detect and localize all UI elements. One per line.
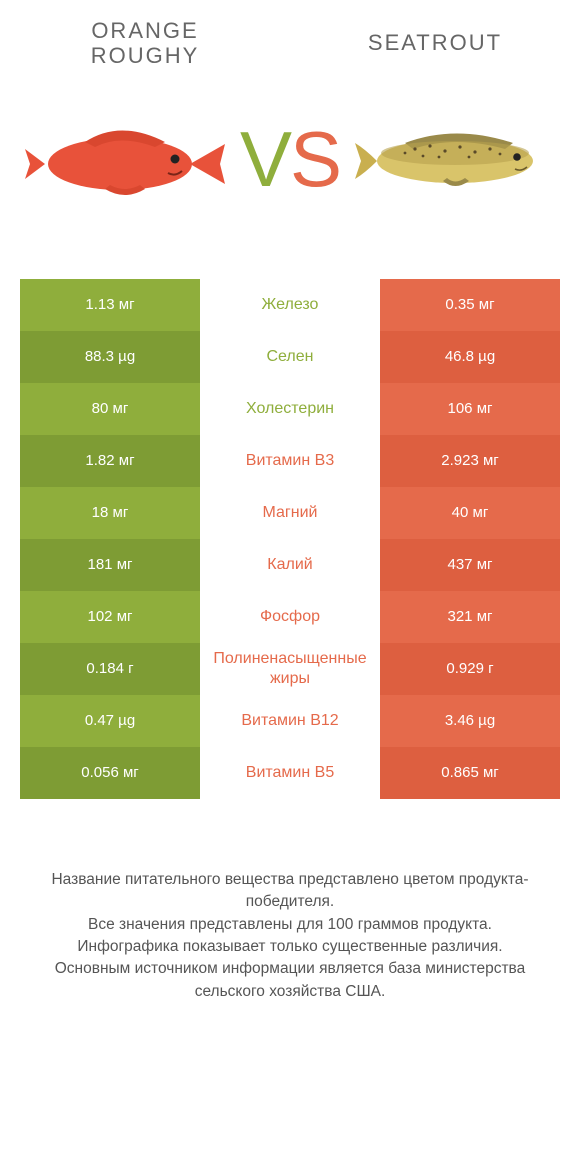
right-value: 2.923 мг bbox=[380, 435, 560, 487]
nutrient-name: Селен bbox=[200, 331, 380, 383]
left-value: 0.056 мг bbox=[20, 747, 200, 799]
footer-line-2: Все значения представлены для 100 граммо… bbox=[20, 914, 560, 936]
right-value: 40 мг bbox=[380, 487, 560, 539]
nutrient-name: Витамин B5 bbox=[200, 747, 380, 799]
left-value: 80 мг bbox=[20, 383, 200, 435]
right-value: 321 мг bbox=[380, 591, 560, 643]
table-row: 102 мгФосфор321 мг bbox=[20, 591, 560, 643]
left-value: 0.184 г bbox=[20, 643, 200, 695]
right-value: 437 мг bbox=[380, 539, 560, 591]
left-value: 88.3 µg bbox=[20, 331, 200, 383]
vs-s: S bbox=[290, 115, 340, 203]
left-value: 102 мг bbox=[20, 591, 200, 643]
left-value: 0.47 µg bbox=[20, 695, 200, 747]
nutrient-name: Витамин B12 bbox=[200, 695, 380, 747]
left-value: 1.13 мг bbox=[20, 279, 200, 331]
header: ORANGE ROUGHY SEATROUT bbox=[0, 0, 580, 69]
footer-notes: Название питательного вещества представл… bbox=[20, 869, 560, 1004]
table-row: 0.47 µgВитамин B123.46 µg bbox=[20, 695, 560, 747]
images-row: VS bbox=[0, 69, 580, 249]
fish-left-image bbox=[20, 99, 230, 219]
nutrient-name: Железо bbox=[200, 279, 380, 331]
right-value: 0.35 мг bbox=[380, 279, 560, 331]
right-value: 46.8 µg bbox=[380, 331, 560, 383]
right-value: 0.929 г bbox=[380, 643, 560, 695]
nutrient-name: Холестерин bbox=[200, 383, 380, 435]
comparison-table: 1.13 мгЖелезо0.35 мг88.3 µgСелен46.8 µg8… bbox=[20, 279, 560, 799]
table-row: 88.3 µgСелен46.8 µg bbox=[20, 331, 560, 383]
table-row: 0.184 гПолиненасыщенные жиры0.929 г bbox=[20, 643, 560, 695]
left-value: 181 мг bbox=[20, 539, 200, 591]
footer-line-1: Название питательного вещества представл… bbox=[20, 869, 560, 914]
nutrient-name: Магний bbox=[200, 487, 380, 539]
nutrient-name: Фосфор bbox=[200, 591, 380, 643]
table-row: 18 мгМагний40 мг bbox=[20, 487, 560, 539]
table-row: 80 мгХолестерин106 мг bbox=[20, 383, 560, 435]
left-value: 18 мг bbox=[20, 487, 200, 539]
left-value: 1.82 мг bbox=[20, 435, 200, 487]
orange-roughy-icon bbox=[25, 109, 225, 209]
table-row: 0.056 мгВитамин B50.865 мг bbox=[20, 747, 560, 799]
vs-v: V bbox=[240, 115, 290, 203]
title-left: ORANGE ROUGHY bbox=[40, 18, 250, 69]
right-value: 0.865 мг bbox=[380, 747, 560, 799]
seatrout-icon bbox=[355, 109, 555, 209]
footer-line-3: Инфографика показывает только существенн… bbox=[20, 936, 560, 958]
title-right: SEATROUT bbox=[330, 18, 540, 55]
table-row: 1.13 мгЖелезо0.35 мг bbox=[20, 279, 560, 331]
nutrient-name: Витамин B3 bbox=[200, 435, 380, 487]
footer-line-4: Основным источником информации является … bbox=[20, 958, 560, 1003]
fish-right-image bbox=[350, 99, 560, 219]
table-row: 181 мгКалий437 мг bbox=[20, 539, 560, 591]
right-value: 106 мг bbox=[380, 383, 560, 435]
table-row: 1.82 мгВитамин B32.923 мг bbox=[20, 435, 560, 487]
right-value: 3.46 µg bbox=[380, 695, 560, 747]
vs-label: VS bbox=[240, 120, 340, 198]
nutrient-name: Полиненасыщенные жиры bbox=[200, 643, 380, 695]
nutrient-name: Калий bbox=[200, 539, 380, 591]
